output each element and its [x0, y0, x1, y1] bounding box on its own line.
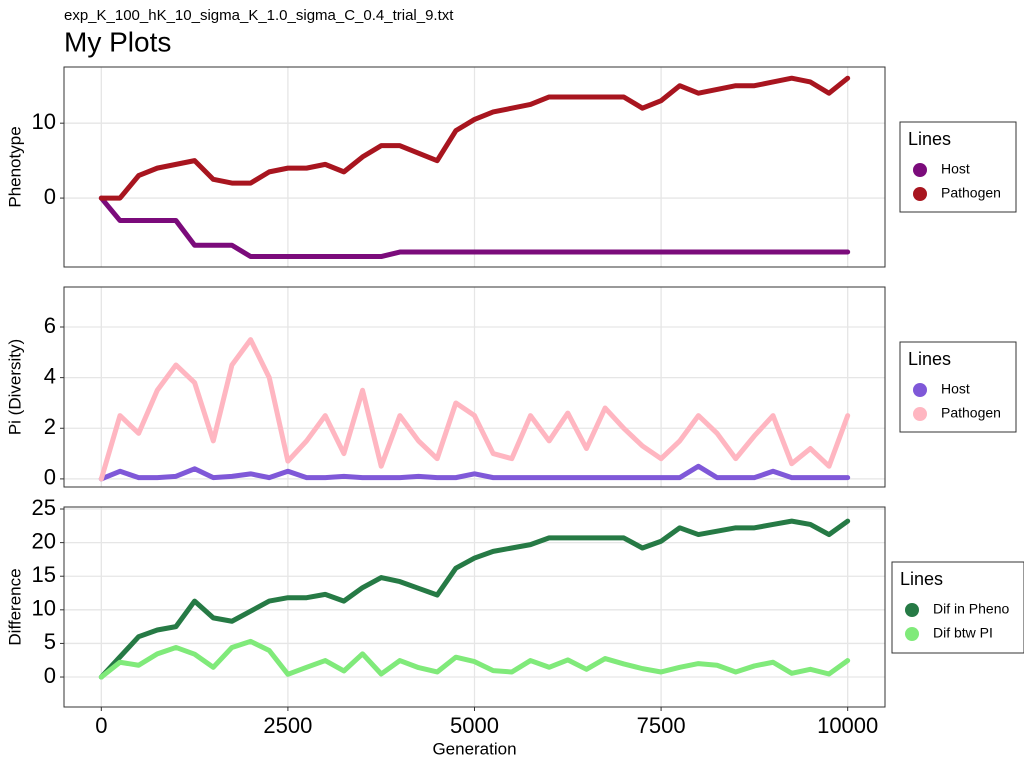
legend-marker: [905, 627, 919, 641]
series-line: [98, 195, 851, 260]
plot-border: [63, 66, 886, 268]
series-line: [98, 75, 851, 201]
chart-subtitle: exp_K_100_hK_10_sigma_K_1.0_sigma_C_0.4_…: [64, 7, 454, 24]
x-tick-label: 5000: [450, 713, 499, 738]
y-tick-label: 5: [44, 629, 56, 654]
legend-marker: [905, 603, 919, 617]
y-axis-label: Difference: [5, 568, 24, 645]
series-line: [98, 463, 851, 482]
x-axis-label: Generation: [432, 739, 516, 758]
series-line: [98, 337, 851, 482]
legend-marker: [913, 187, 927, 201]
y-tick-label: 0: [44, 663, 56, 688]
y-tick-label: 2: [44, 414, 56, 439]
y-tick-label: 4: [44, 363, 56, 388]
legend-marker: [913, 163, 927, 177]
y-axis-label: Pi (Diversity): [5, 339, 24, 435]
y-tick-label: 10: [32, 109, 56, 134]
legend-label: Dif btw PI: [933, 625, 993, 641]
legend-label: Pathogen: [941, 405, 1001, 421]
x-tick-label: 2500: [263, 713, 312, 738]
x-tick-label: 0: [95, 713, 107, 738]
y-tick-label: 6: [44, 313, 56, 338]
legend-title: Lines: [908, 129, 951, 149]
series-line: [98, 638, 851, 680]
legend-marker: [913, 383, 927, 397]
x-tick-label: 10000: [817, 713, 878, 738]
legend-label: Pathogen: [941, 185, 1001, 201]
y-tick-label: 0: [44, 184, 56, 209]
y-tick-label: 25: [32, 495, 56, 520]
plot-border: [63, 286, 886, 488]
chart-title: My Plots: [64, 26, 171, 57]
legend-title: Lines: [900, 569, 943, 589]
y-tick-label: 10: [32, 596, 56, 621]
legend-title: Lines: [908, 349, 951, 369]
legend-marker: [913, 407, 927, 421]
legend-label: Host: [941, 381, 970, 397]
legend-label: Host: [941, 161, 970, 177]
y-tick-label: 20: [32, 528, 56, 553]
series-line: [98, 518, 851, 680]
x-tick-label: 7500: [637, 713, 686, 738]
y-tick-label: 15: [32, 562, 56, 587]
legend-label: Dif in Pheno: [933, 601, 1009, 617]
y-axis-label: Phenotype: [5, 126, 24, 207]
y-tick-label: 0: [44, 465, 56, 490]
